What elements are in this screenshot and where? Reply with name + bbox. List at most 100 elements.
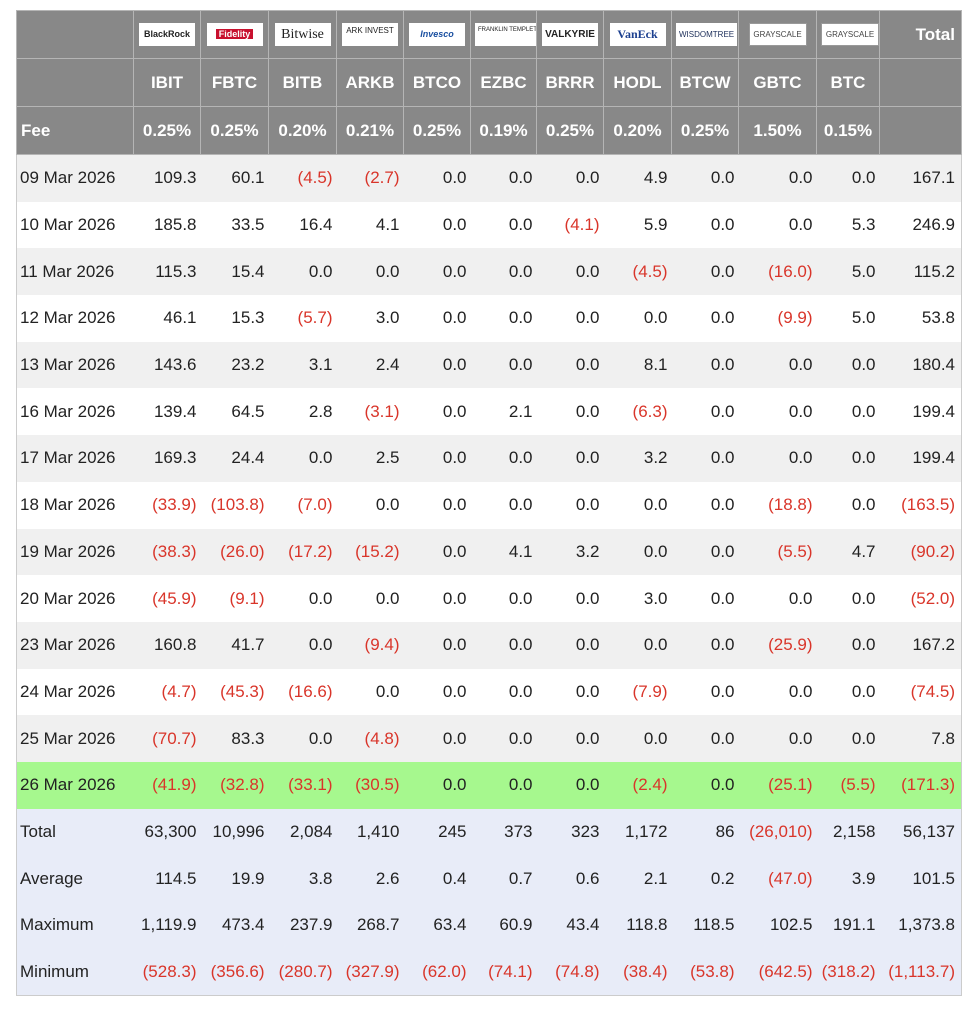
summary-value: 0.4 xyxy=(403,855,471,902)
summary-row: Total 63,300 10,996 2,084 1,410 245 373 323 1,17… xyxy=(16,808,962,856)
date: 16 Mar 2026 xyxy=(16,388,134,436)
issuer-logo-text: Fidelity xyxy=(215,29,254,39)
flow-value: 5.9 xyxy=(603,201,672,249)
flow-value: 0.0 xyxy=(403,761,471,809)
flow-value: 0.0 xyxy=(738,388,817,436)
flow-value: 115.3 xyxy=(133,248,201,296)
flow-value: 0.0 xyxy=(470,201,537,249)
empty-cell xyxy=(879,58,962,107)
flow-value: 0.0 xyxy=(470,621,537,669)
flow-row: 16 Mar 2026 139.4 64.5 2.8 (3.1) 0.0 2.1 0.0 (6.… xyxy=(16,388,962,436)
flow-value: 0.0 xyxy=(470,761,537,809)
flow-row: 17 Mar 2026 169.3 24.4 0.0 2.5 0.0 0.0 0.0 3.2 0.… xyxy=(16,435,962,482)
flow-value: 24.4 xyxy=(200,435,269,482)
date: 12 Mar 2026 xyxy=(16,295,134,342)
fee: 0.20% xyxy=(603,106,672,155)
flow-value: 0.0 xyxy=(671,154,739,202)
summary-rows: Total 63,300 10,996 2,084 1,410 245 373 323 1,17… xyxy=(16,808,962,996)
flow-value: 0.0 xyxy=(536,295,604,342)
flow-value: (16.6) xyxy=(268,668,337,716)
flow-value: 41.7 xyxy=(200,621,269,669)
summary-value: 118.8 xyxy=(603,902,672,949)
flow-value: 0.0 xyxy=(403,528,471,576)
ticker: BTCW xyxy=(671,58,739,107)
row-total: 53.8 xyxy=(879,295,962,342)
ticker: HODL xyxy=(603,58,672,107)
ticker: GBTC xyxy=(738,58,817,107)
flow-value: (33.9) xyxy=(133,481,201,529)
summary-value: (53.8) xyxy=(671,948,739,996)
ticker: BRRR xyxy=(536,58,604,107)
summary-value: 1,172 xyxy=(603,808,672,856)
flow-value: 0.0 xyxy=(603,295,672,342)
flow-value: 0.0 xyxy=(536,761,604,809)
fee: 0.15% xyxy=(816,106,880,155)
summary-value: 0.2 xyxy=(671,855,739,902)
summary-value: 3.9 xyxy=(816,855,880,902)
summary-value: (356.6) xyxy=(200,948,269,996)
summary-row: Maximum 1,119.9 473.4 237.9 268.7 63.4 60.9 43.… xyxy=(16,902,962,949)
table-header: BlackRock Fidelity Bitwise ARK INVEST Invesc… xyxy=(16,10,962,155)
flow-value: 0.0 xyxy=(336,575,404,622)
flow-row: 11 Mar 2026 115.3 15.4 0.0 0.0 0.0 0.0 0.0 (4.5)… xyxy=(16,248,962,296)
logo-row: BlackRock Fidelity Bitwise ARK INVEST Invesc… xyxy=(16,10,962,59)
flow-value: (38.3) xyxy=(133,528,201,576)
fee: 0.25% xyxy=(200,106,269,155)
flow-value: 4.9 xyxy=(603,154,672,202)
row-total: (90.2) xyxy=(879,528,962,576)
flow-value: 23.2 xyxy=(200,341,269,389)
summary-value: 2.1 xyxy=(603,855,672,902)
flow-value: 4.7 xyxy=(816,528,880,576)
flow-value: 2.5 xyxy=(336,435,404,482)
flow-value: 0.0 xyxy=(738,715,817,762)
flow-value: 0.0 xyxy=(268,621,337,669)
summary-row: Average 114.5 19.9 3.8 2.6 0.4 0.7 0.6 2.1 0.2 (47… xyxy=(16,855,962,902)
flow-value: 15.4 xyxy=(200,248,269,296)
logo-cell: Bitwise xyxy=(268,10,337,59)
flow-value: 0.0 xyxy=(816,435,880,482)
date: 25 Mar 2026 xyxy=(16,715,134,762)
summary-value: 86 xyxy=(671,808,739,856)
issuer-logo: GRAYSCALE xyxy=(821,23,879,46)
flow-value: 169.3 xyxy=(133,435,201,482)
flow-value: (7.0) xyxy=(268,481,337,529)
row-total: (74.5) xyxy=(879,668,962,716)
summary-value: (280.7) xyxy=(268,948,337,996)
flow-value: 0.0 xyxy=(816,715,880,762)
date: 18 Mar 2026 xyxy=(16,481,134,529)
flow-value: 0.0 xyxy=(738,435,817,482)
flow-value: 0.0 xyxy=(403,575,471,622)
issuer-logo: VanEck xyxy=(609,23,666,46)
flow-value: 0.0 xyxy=(268,575,337,622)
flow-value: 0.0 xyxy=(671,201,739,249)
issuer-logo: ARK INVEST xyxy=(342,23,398,46)
logo-cell: BlackRock xyxy=(133,10,201,59)
flow-value: 0.0 xyxy=(268,715,337,762)
flow-value: 0.0 xyxy=(536,248,604,296)
summary-value: 114.5 xyxy=(133,855,201,902)
flow-value: 83.3 xyxy=(200,715,269,762)
flow-value: (2.4) xyxy=(603,761,672,809)
summary-value: 473.4 xyxy=(200,902,269,949)
summary-value: (528.3) xyxy=(133,948,201,996)
flow-value: 0.0 xyxy=(816,668,880,716)
summary-total: (1,113.7) xyxy=(879,948,962,996)
row-total: 199.4 xyxy=(879,388,962,436)
daily-rows: 09 Mar 2026 109.3 60.1 (4.5) (2.7) 0.0 0.0 0.0 4… xyxy=(16,154,962,809)
flow-value: 15.3 xyxy=(200,295,269,342)
flow-value: 3.2 xyxy=(603,435,672,482)
flow-value: 0.0 xyxy=(816,575,880,622)
summary-value: 10,996 xyxy=(200,808,269,856)
flow-value: 64.5 xyxy=(200,388,269,436)
flow-value: 0.0 xyxy=(671,435,739,482)
flow-value: 0.0 xyxy=(536,715,604,762)
row-total: (52.0) xyxy=(879,575,962,622)
flow-value: 2.1 xyxy=(470,388,537,436)
flow-value: 0.0 xyxy=(403,248,471,296)
flow-value: (41.9) xyxy=(133,761,201,809)
summary-value: 245 xyxy=(403,808,471,856)
flow-value: (25.9) xyxy=(738,621,817,669)
flow-value: (5.7) xyxy=(268,295,337,342)
flow-row: 20 Mar 2026 (45.9) (9.1) 0.0 0.0 0.0 0.0 0.0 3.0… xyxy=(16,575,962,622)
flow-row: 18 Mar 2026 (33.9) (103.8) (7.0) 0.0 0.0 0.0 0.… xyxy=(16,481,962,529)
